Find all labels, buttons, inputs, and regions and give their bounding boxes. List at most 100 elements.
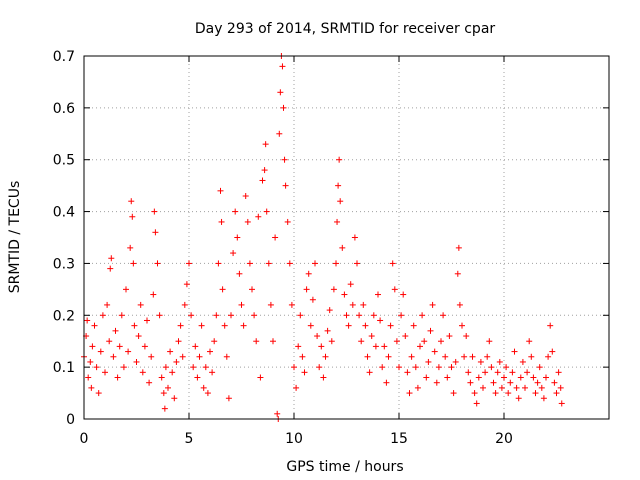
data-point bbox=[431, 348, 438, 355]
data-point bbox=[130, 260, 137, 267]
data-point bbox=[517, 374, 524, 381]
data-point bbox=[358, 338, 365, 345]
data-point bbox=[253, 338, 260, 345]
data-point bbox=[465, 369, 472, 376]
data-point bbox=[469, 353, 476, 360]
data-point bbox=[433, 379, 440, 386]
data-point bbox=[217, 187, 224, 194]
data-point bbox=[396, 364, 402, 371]
data-point bbox=[444, 374, 451, 381]
data-point bbox=[334, 218, 341, 225]
data-point bbox=[330, 286, 337, 293]
data-point bbox=[333, 260, 339, 267]
data-point bbox=[190, 364, 197, 371]
x-tick-label: 20 bbox=[495, 431, 513, 447]
data-point bbox=[551, 379, 558, 386]
data-point bbox=[419, 312, 426, 319]
data-point bbox=[354, 260, 360, 267]
data-point bbox=[127, 244, 134, 251]
data-point bbox=[385, 353, 392, 360]
data-point bbox=[543, 374, 549, 381]
data-point bbox=[259, 177, 266, 184]
data-point bbox=[555, 369, 562, 376]
data-point bbox=[238, 301, 245, 308]
data-point bbox=[540, 395, 547, 402]
data-point bbox=[152, 229, 159, 236]
data-point bbox=[383, 379, 390, 386]
data-point bbox=[482, 369, 489, 376]
data-point bbox=[309, 296, 316, 303]
data-point bbox=[450, 390, 457, 397]
data-point bbox=[515, 395, 522, 402]
data-point bbox=[343, 312, 350, 319]
data-point bbox=[314, 333, 321, 340]
data-point bbox=[398, 312, 405, 319]
data-point bbox=[427, 327, 434, 334]
data-point bbox=[274, 410, 281, 417]
data-point bbox=[211, 338, 218, 345]
points-layer bbox=[81, 53, 565, 422]
data-point bbox=[154, 260, 161, 267]
data-point bbox=[381, 343, 388, 350]
data-point bbox=[150, 291, 157, 298]
data-point bbox=[104, 301, 111, 308]
data-point bbox=[114, 374, 121, 381]
data-point bbox=[305, 270, 312, 277]
data-point bbox=[288, 301, 295, 308]
data-point bbox=[299, 353, 306, 360]
data-point bbox=[375, 291, 381, 298]
data-point bbox=[412, 364, 419, 371]
data-point bbox=[263, 208, 270, 215]
data-point bbox=[175, 338, 182, 345]
data-point bbox=[368, 333, 375, 340]
data-point bbox=[456, 301, 463, 308]
data-point bbox=[484, 353, 491, 360]
data-point bbox=[377, 317, 384, 324]
data-point bbox=[336, 156, 343, 163]
x-tick-label: 0 bbox=[80, 431, 89, 447]
data-point bbox=[322, 353, 329, 360]
data-point bbox=[183, 281, 190, 288]
data-point bbox=[167, 348, 174, 355]
data-point bbox=[202, 364, 209, 371]
data-point bbox=[251, 312, 258, 319]
data-point bbox=[547, 322, 554, 329]
data-point bbox=[219, 286, 226, 293]
x-tick-label: 10 bbox=[285, 431, 303, 447]
data-point bbox=[501, 374, 507, 381]
data-point bbox=[194, 374, 201, 381]
data-point bbox=[303, 286, 310, 293]
data-point bbox=[102, 369, 108, 376]
data-point bbox=[144, 317, 150, 324]
data-point bbox=[488, 364, 495, 371]
data-point bbox=[280, 104, 287, 111]
data-point bbox=[393, 338, 400, 345]
data-point bbox=[408, 353, 415, 360]
x-axis-label: GPS time / hours bbox=[286, 459, 403, 475]
data-point bbox=[526, 338, 533, 345]
data-point bbox=[249, 286, 255, 293]
data-point bbox=[429, 301, 436, 308]
data-point bbox=[391, 286, 398, 293]
data-point bbox=[261, 167, 268, 174]
data-point bbox=[509, 369, 516, 376]
data-point bbox=[356, 312, 363, 319]
x-tick-label: 5 bbox=[185, 431, 194, 447]
y-tick-label: 0.7 bbox=[53, 49, 75, 65]
chart-title: Day 293 of 2014, SRMTID for receiver cpa… bbox=[195, 21, 496, 37]
data-point bbox=[244, 218, 251, 225]
data-point bbox=[406, 390, 413, 397]
data-point bbox=[196, 353, 203, 360]
data-point bbox=[88, 384, 95, 391]
data-point bbox=[110, 353, 117, 360]
data-point bbox=[151, 208, 158, 215]
data-point bbox=[345, 322, 352, 329]
y-tick-label: 0.1 bbox=[53, 360, 75, 376]
data-point bbox=[459, 322, 465, 329]
data-point bbox=[225, 395, 232, 402]
data-point bbox=[463, 333, 470, 340]
data-point bbox=[370, 312, 377, 319]
y-tick-label: 0.5 bbox=[53, 153, 75, 169]
data-point bbox=[169, 369, 176, 376]
